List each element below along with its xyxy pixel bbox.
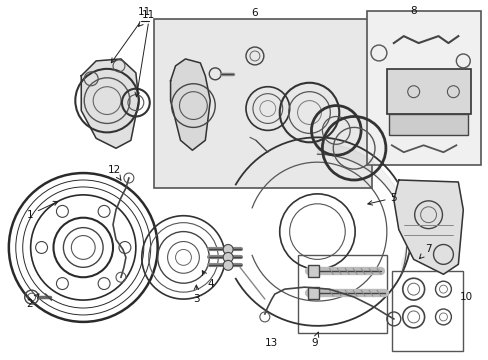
- Circle shape: [223, 260, 233, 270]
- Text: 9: 9: [310, 332, 318, 348]
- Text: 12: 12: [107, 165, 121, 180]
- Polygon shape: [393, 180, 462, 274]
- Text: 1: 1: [26, 201, 58, 220]
- Bar: [388, 113, 468, 135]
- Circle shape: [223, 252, 233, 262]
- Bar: [366, 11, 480, 165]
- Text: 10: 10: [459, 292, 472, 302]
- Bar: [297, 255, 386, 333]
- Bar: [386, 69, 470, 113]
- Text: 2: 2: [26, 294, 39, 309]
- Text: 11: 11: [138, 10, 155, 26]
- Bar: [307, 287, 319, 299]
- Bar: [307, 265, 319, 277]
- Text: 7: 7: [419, 244, 431, 258]
- Text: 13: 13: [264, 338, 278, 348]
- Text: 5: 5: [367, 193, 396, 205]
- Circle shape: [223, 244, 233, 255]
- Text: 3: 3: [193, 285, 199, 304]
- Text: 4: 4: [202, 271, 213, 289]
- Text: 11: 11: [138, 7, 151, 17]
- Bar: [153, 19, 371, 188]
- Text: 8: 8: [409, 6, 416, 16]
- Bar: [391, 271, 462, 351]
- Text: 6: 6: [251, 8, 258, 18]
- Polygon shape: [170, 59, 210, 150]
- Polygon shape: [81, 59, 139, 148]
